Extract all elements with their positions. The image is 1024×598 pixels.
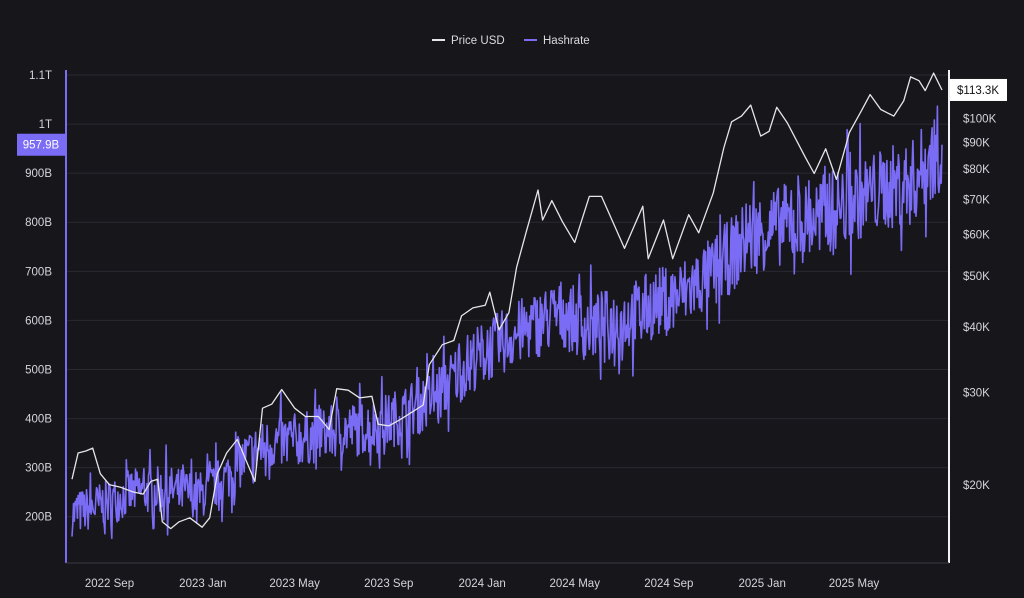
right-axis-tick-label: $40K: [963, 322, 990, 334]
right-axis-tick-label: $30K: [963, 387, 990, 399]
left-axis-tick-label: 1T: [39, 119, 52, 131]
x-axis-tick-label: 2022 Sep: [85, 578, 134, 590]
price-series-line: [71, 72, 943, 530]
legend-label: Price USD: [451, 35, 505, 47]
x-axis-tick-label: 2024 Jan: [458, 578, 505, 590]
left-axis-tick-label: 200B: [25, 512, 52, 524]
right-axis-tick-label: $60K: [963, 230, 990, 242]
grid-layer: [66, 74, 948, 518]
right-axis-tick-label: $70K: [963, 195, 990, 207]
left-axis-tick-label: 500B: [25, 364, 52, 376]
hashrate-current-badge: [17, 133, 65, 156]
price-current-badge: [950, 78, 1007, 101]
legend: Price USD Hashrate: [432, 35, 590, 47]
hashrate-current-label: 957.9B: [23, 140, 60, 152]
left-axis-tick-label: 600B: [25, 315, 52, 327]
right-axis-tick-label: $20K: [963, 480, 990, 492]
left-axis-tick-label: 1.1T: [29, 70, 52, 82]
price-current-label: $113.3K: [957, 85, 999, 97]
x-axis-tick-label: 2024 May: [549, 578, 600, 590]
x-axis-tick-label: 2023 Jan: [179, 578, 226, 590]
left-axis-tick-label: 700B: [25, 266, 52, 278]
legend-label: Hashrate: [543, 35, 590, 47]
right-axis-tick-label: $80K: [963, 164, 990, 176]
right-axis-tick-label: $90K: [963, 137, 990, 149]
left-axis-tick-label: 900B: [25, 168, 52, 180]
left-axis-tick-label: 400B: [25, 414, 52, 426]
x-axis-tick-label: 2025 May: [829, 578, 880, 590]
hashrate-series-line: [71, 105, 943, 540]
axis-layer: 1.1T 1T 900B 800B 700B 600B 500B 400B 300B 200B $1…: [17, 70, 1007, 590]
plot-layer: [71, 72, 943, 540]
x-axis-tick-label: 2023 May: [269, 578, 320, 590]
left-axis-tick-label: 800B: [25, 217, 52, 229]
x-axis-tick-label: 2023 Sep: [364, 578, 413, 590]
x-axis-tick-label: 2024 Sep: [644, 578, 693, 590]
right-axis-tick-label: $100K: [963, 113, 997, 125]
right-axis-tick-label: $50K: [963, 271, 990, 283]
x-axis-tick-label: 2025 Jan: [739, 578, 786, 590]
left-axis-tick-label: 300B: [25, 463, 52, 475]
